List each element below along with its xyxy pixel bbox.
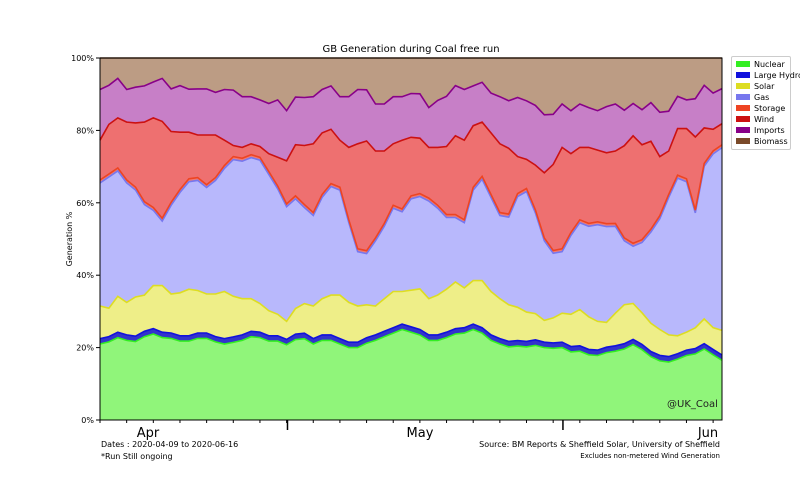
series-lines <box>99 57 723 363</box>
legend-label: Storage <box>754 104 786 113</box>
legend-label: Solar <box>754 82 775 91</box>
y-tick-label: 20% <box>76 344 94 353</box>
line-imports <box>99 77 723 116</box>
x-axis-ticks: Apr May Jun <box>99 420 718 441</box>
legend-swatch <box>736 138 750 144</box>
area-nuclear <box>100 329 722 420</box>
area-imports <box>100 78 722 173</box>
line-wind <box>99 116 723 174</box>
legend-label: Nuclear <box>754 60 785 69</box>
x-tick-label: Jun <box>697 426 718 441</box>
y-axis-ticks: 0% 20% 40% 60% 80% 100% <box>71 54 100 425</box>
legend-swatch <box>736 94 750 100</box>
line-gas <box>99 146 723 255</box>
legend-label: Biomass <box>754 137 788 146</box>
legend-label: Wind <box>754 115 775 124</box>
legend-label: Gas <box>754 93 770 102</box>
footer-source: Source: BM Reports & Sheffield Solar, Un… <box>479 440 720 449</box>
legend-label: Imports <box>754 126 785 135</box>
y-tick-label: 0% <box>81 416 94 425</box>
y-tick-label: 40% <box>76 271 94 280</box>
legend-swatch <box>736 116 750 122</box>
line-storage <box>99 144 723 252</box>
plot-frame <box>99 57 723 421</box>
line-solar <box>99 279 723 337</box>
y-axis-label: Generation % <box>65 211 74 266</box>
line-nuclear <box>99 328 723 363</box>
legend-swatch <box>736 61 750 67</box>
watermark-annotation: @UK_Coal <box>667 399 718 410</box>
legend-swatch <box>736 72 750 78</box>
area-gas <box>100 147 722 336</box>
legend-swatch <box>736 105 750 111</box>
line-large-hydro <box>99 323 723 358</box>
area-biomass <box>100 58 722 115</box>
footer-dates: Dates : 2020-04-09 to 2020-06-16 <box>101 440 239 449</box>
legend-swatch <box>736 127 750 133</box>
legend-swatch <box>736 83 750 89</box>
y-tick-label: 60% <box>76 199 94 208</box>
y-tick-label: 80% <box>76 126 94 135</box>
x-tick-label: Apr <box>137 426 160 441</box>
footer-excludes: Excludes non-metered Wind Generation <box>580 452 720 460</box>
y-tick-label: 100% <box>71 54 94 63</box>
chart-title: GB Generation during Coal free run <box>322 44 499 55</box>
legend-label: Large Hydro <box>754 71 800 80</box>
legend: Nuclear Large Hydro Solar Gas Storage Wind Imp… <box>731 56 800 150</box>
area-large-hydro <box>100 324 722 363</box>
area-solar <box>100 280 722 357</box>
x-tick-label: May <box>407 426 434 441</box>
stacked-areas <box>100 58 722 420</box>
footer-note: *Run Still ongoing <box>101 452 173 461</box>
